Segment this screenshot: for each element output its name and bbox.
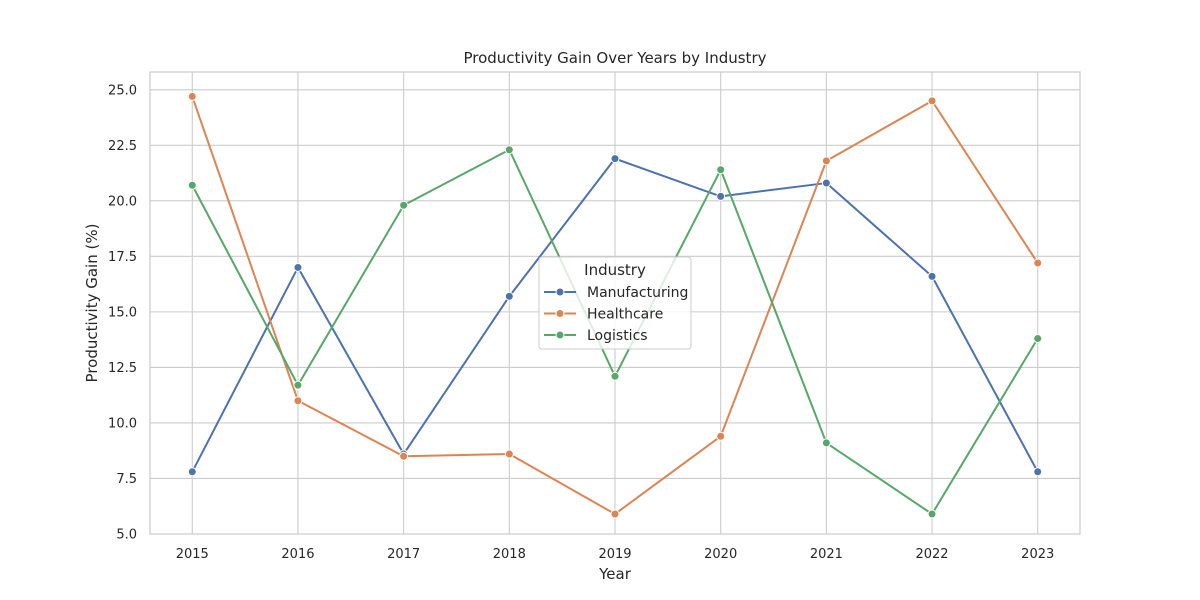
x-axis-label: Year <box>598 565 632 583</box>
data-point <box>293 262 303 272</box>
legend-label: Logistics <box>587 328 648 344</box>
data-point <box>610 154 620 164</box>
data-point <box>927 271 937 281</box>
data-point <box>399 451 409 461</box>
legend: Industry Manufacturing Healthcare Logistic… <box>538 256 692 350</box>
data-point <box>716 431 726 441</box>
x-tick-label: 2023 <box>1021 547 1054 562</box>
legend-swatch-marker <box>555 309 565 318</box>
data-point <box>821 178 831 188</box>
legend-label: Manufacturing <box>587 285 688 301</box>
data-point <box>504 449 514 459</box>
data-point <box>927 96 937 106</box>
legend-item: Healthcare <box>544 307 663 323</box>
data-point <box>399 200 409 210</box>
data-point <box>187 91 197 101</box>
y-tick-label: 10.0 <box>108 416 137 431</box>
x-tick-label: 2020 <box>704 547 737 562</box>
series-logistics <box>187 145 1043 519</box>
y-tick-label: 25.0 <box>108 83 137 98</box>
legend-box <box>538 256 692 350</box>
y-tick-label: 12.5 <box>108 361 137 376</box>
y-tick-label: 17.5 <box>108 250 137 265</box>
data-point <box>504 145 514 155</box>
data-point <box>610 509 620 519</box>
x-tick-label: 2017 <box>387 547 420 562</box>
x-tick-label: 2016 <box>281 547 314 562</box>
y-axis-label: Productivity Gain (%) <box>83 224 101 383</box>
data-point <box>716 191 726 201</box>
legend-swatch-marker <box>555 287 565 297</box>
x-tick-label: 2022 <box>915 547 948 562</box>
x-tick-label: 2021 <box>810 547 843 562</box>
y-tick-label: 22.5 <box>108 139 137 154</box>
series-manufacturing <box>187 154 1043 477</box>
data-point <box>610 371 620 381</box>
data-point <box>1033 258 1043 268</box>
data-point <box>716 165 726 175</box>
data-point <box>927 509 937 519</box>
data-point <box>293 396 303 406</box>
legend-items: Manufacturing Healthcare Logistics <box>544 285 688 344</box>
x-tick-label: 2018 <box>493 547 526 562</box>
x-tick-label: 2015 <box>176 547 209 562</box>
data-point <box>504 291 514 301</box>
legend-item: Manufacturing <box>544 285 688 301</box>
data-point <box>187 467 197 477</box>
data-point <box>187 180 197 190</box>
chart-title: Productivity Gain Over Years by Industry <box>463 49 766 67</box>
y-tick-label: 7.5 <box>116 472 137 487</box>
legend-item: Logistics <box>544 328 648 344</box>
data-point <box>1033 334 1043 344</box>
legend-swatch-marker <box>555 330 565 340</box>
data-point <box>821 156 831 166</box>
legend-title: Industry <box>584 261 646 279</box>
x-axis-ticks: 2015 2016 2017 2018 2019 2020 2021 2022 2023 <box>176 547 1055 562</box>
data-point <box>1033 467 1043 477</box>
x-tick-label: 2019 <box>598 547 631 562</box>
y-tick-label: 15.0 <box>108 305 137 320</box>
data-point <box>293 380 303 390</box>
plot-frame <box>149 71 1081 535</box>
legend-label: Healthcare <box>587 307 663 323</box>
series-healthcare <box>187 91 1043 519</box>
data-point <box>821 438 831 448</box>
y-tick-label: 5.0 <box>116 528 137 543</box>
y-tick-label: 20.0 <box>108 194 137 209</box>
y-axis-ticks: 5.0 7.5 10.0 12.5 15.0 17.5 20.0 22.5 25.0 <box>108 83 137 542</box>
series-group <box>187 91 1043 519</box>
